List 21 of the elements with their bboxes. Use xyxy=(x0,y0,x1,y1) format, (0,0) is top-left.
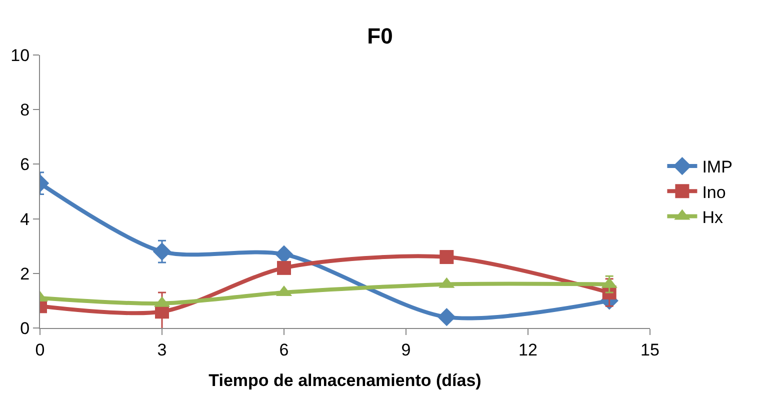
x-tick-label: 0 xyxy=(35,340,45,360)
x-tick-label: 12 xyxy=(518,340,538,360)
y-tick-label: 6 xyxy=(20,155,30,174)
y-tick-label: 10 xyxy=(10,46,30,65)
legend-label: Ino xyxy=(702,182,726,202)
y-tick-label: 2 xyxy=(20,264,30,284)
x-tick-label: 6 xyxy=(279,340,289,360)
point xyxy=(277,260,291,275)
x-tick-label: 9 xyxy=(401,340,411,360)
point xyxy=(440,250,454,264)
x-tick-label: 3 xyxy=(157,340,167,360)
y-tick-label: 8 xyxy=(20,100,30,120)
y-tick-label: 4 xyxy=(20,210,30,229)
point xyxy=(438,308,456,326)
x-tick-label: 15 xyxy=(640,340,660,360)
point xyxy=(152,242,172,261)
x-axis-title: Tiempo de almacenamiento (días) xyxy=(208,370,482,390)
legend-label: Hx xyxy=(702,208,724,227)
y-tick-label: 0 xyxy=(20,318,30,338)
legend-label: IMP xyxy=(702,158,732,177)
chart-title: F0 xyxy=(367,24,393,49)
